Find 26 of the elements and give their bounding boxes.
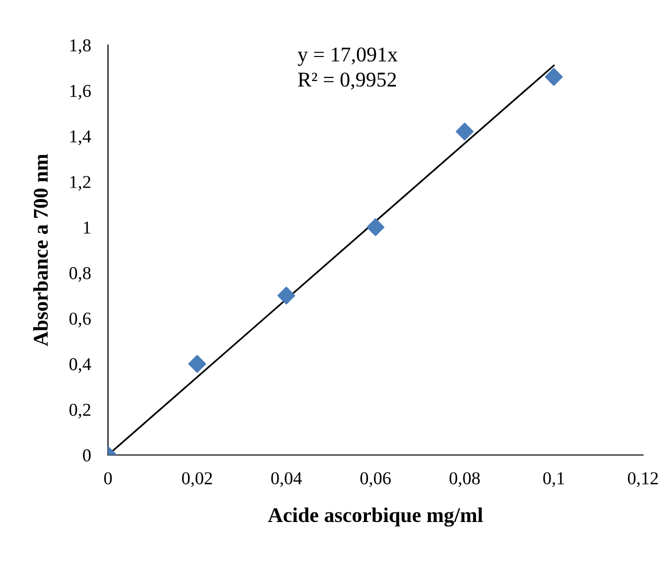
point — [188, 354, 206, 373]
y-tick-label: 1,8 — [70, 39, 91, 54]
y-tick-label: 0,6 — [69, 312, 91, 328]
x-tick-label: 0,08 — [450, 472, 480, 487]
x-tick-label: 0,06 — [360, 472, 391, 487]
y-axis-title: Absorbance a 700 nm — [33, 154, 48, 346]
x-tick-label: 0,04 — [271, 472, 302, 487]
y-tick-label: 1,4 — [70, 130, 92, 146]
y-tick-label: 1,6 — [70, 84, 91, 100]
y-tick-label: 0,8 — [69, 267, 91, 282]
y-tick-label: 1 — [84, 222, 90, 234]
x-axis-title: Acide ascorbique mg/ml — [268, 507, 483, 527]
point — [277, 286, 296, 304]
point — [544, 68, 563, 86]
point — [366, 218, 384, 236]
x-tick-label: 0,12 — [628, 472, 658, 487]
x-tick-label: 0,1 — [543, 472, 564, 487]
y-tick-label: 0 — [82, 449, 91, 462]
y-tick-label: 1,2 — [70, 176, 90, 191]
point — [456, 122, 474, 140]
x-tick-label: 0 — [104, 472, 112, 484]
y-tick-label: 0,2 — [69, 404, 90, 418]
annotation: y = 17,091x — [298, 47, 398, 66]
x-tick-label: 0,02 — [182, 472, 212, 487]
y-tick-label: 0,4 — [69, 358, 92, 373]
annotation: R² = 0,9952 — [298, 72, 396, 90]
